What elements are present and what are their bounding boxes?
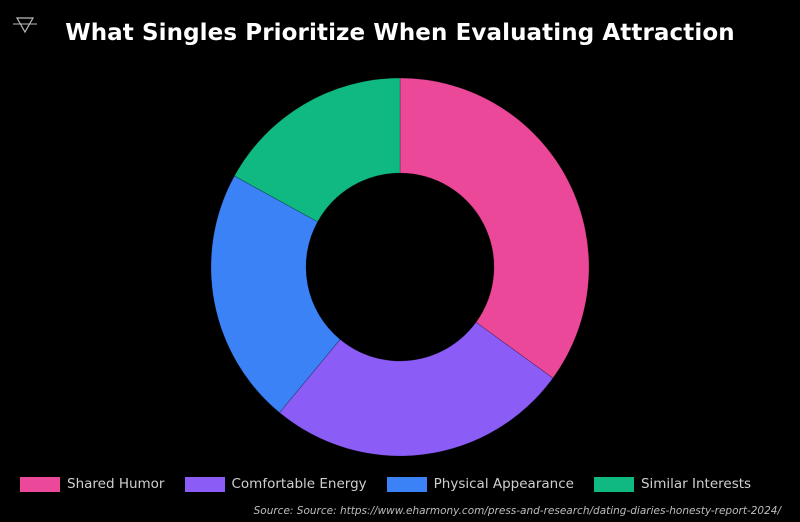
chart-legend: Shared Humor Comfortable Energy Physical…: [20, 474, 771, 494]
donut-slice-comfortable-energy[interactable]: [279, 321, 554, 457]
donut-slice-similar-interests[interactable]: [233, 77, 401, 223]
legend-swatch: [184, 476, 225, 492]
legend-item-physical-appearance[interactable]: Physical Appearance: [386, 476, 574, 492]
legend-swatch: [593, 476, 634, 492]
legend-label: Physical Appearance: [433, 476, 574, 492]
legend-swatch: [20, 476, 60, 492]
legend-label: Shared Humor: [67, 476, 165, 492]
legend-item-shared-humor[interactable]: Shared Humor: [20, 476, 165, 492]
legend-label: Comfortable Energy: [231, 476, 367, 492]
legend-swatch: [386, 476, 427, 492]
source-caption: Source: Source: https://www.eharmony.com…: [253, 505, 781, 517]
triangle-down-logo-icon: [13, 17, 37, 34]
chart-title: What Singles Prioritize When Evaluating …: [65, 20, 735, 46]
donut-slice-physical-appearance[interactable]: [210, 175, 341, 414]
legend-label: Similar Interests: [640, 476, 752, 492]
legend-item-comfortable-energy[interactable]: Comfortable Energy: [184, 476, 367, 492]
donut-slice-shared-humor[interactable]: [399, 77, 590, 379]
legend-item-similar-interests[interactable]: Similar Interests: [593, 476, 752, 492]
